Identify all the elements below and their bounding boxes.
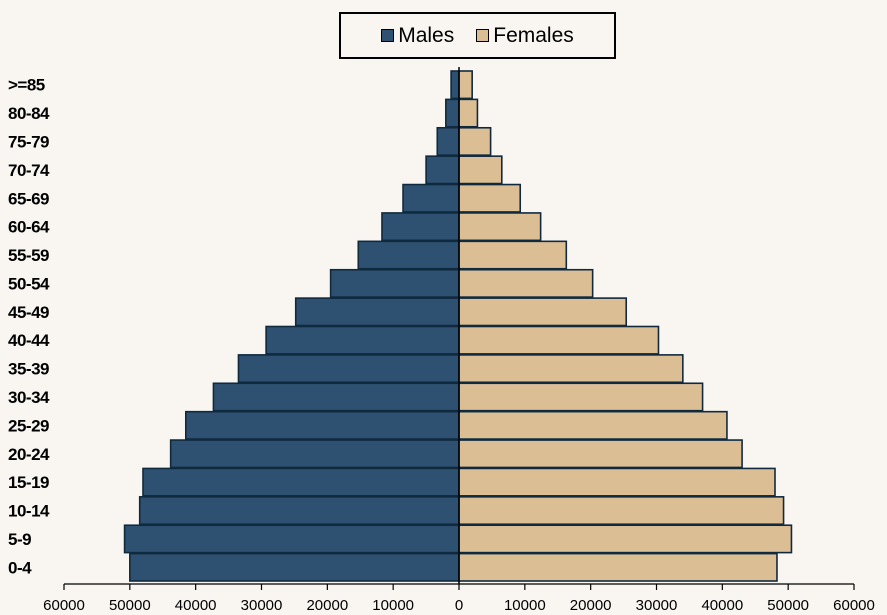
- x-ticks: 60000 50000 40000 30000 20000 10000 0 10000 2000…: [43, 584, 875, 614]
- x-tick-label: 60000: [833, 597, 875, 614]
- bar-females-20-24: [458, 439, 743, 469]
- category-label-35-39: 35-39: [8, 360, 49, 379]
- bar-females-5-9: [458, 524, 793, 554]
- bar-females-25-29: [458, 410, 728, 440]
- legend: Males Females: [339, 12, 616, 59]
- category-label-70-74: 70-74: [8, 161, 50, 180]
- bar-males-60-64: [381, 212, 460, 242]
- category-label-50-54: 50-54: [8, 274, 50, 293]
- bar-females-55-59: [458, 240, 568, 270]
- x-tick-label: 30000: [636, 597, 678, 614]
- bar-females-50-54: [458, 268, 594, 298]
- x-tick-label: 20000: [306, 597, 348, 614]
- category-label-10-14: 10-14: [8, 502, 50, 521]
- x-tick-label: 10000: [372, 597, 414, 614]
- x-tick-label: 40000: [701, 597, 743, 614]
- bar-females-15-19: [458, 467, 776, 497]
- category-label-75-79: 75-79: [8, 132, 49, 151]
- category-label-0-4: 0-4: [8, 558, 32, 577]
- legend-males-label: Males: [398, 23, 455, 47]
- category-label-20-24: 20-24: [8, 445, 50, 464]
- bar-males-40-44: [265, 325, 460, 355]
- bar-males-10-14: [138, 496, 460, 526]
- bar-females-30-34: [458, 382, 704, 412]
- category-label-40-44: 40-44: [8, 331, 50, 350]
- bar-females-80-84: [458, 98, 479, 128]
- x-tick-label: 50000: [767, 597, 809, 614]
- bar-females->=85: [458, 70, 473, 100]
- bar-males-25-29: [184, 410, 460, 440]
- category-label-80-84: 80-84: [8, 104, 50, 123]
- bar-females-60-64: [458, 212, 542, 242]
- x-tick-label: 0: [455, 597, 463, 614]
- category-label-45-49: 45-49: [8, 303, 49, 322]
- category-label-5-9: 5-9: [8, 530, 31, 549]
- bar-males->=85: [450, 70, 460, 100]
- category-label->=85: >=85: [8, 76, 45, 95]
- category-label-15-19: 15-19: [8, 473, 49, 492]
- bar-females-40-44: [458, 325, 660, 355]
- bar-females-35-39: [458, 354, 684, 384]
- bar-males-5-9: [123, 524, 460, 554]
- bar-males-65-69: [402, 183, 460, 213]
- bar-females-65-69: [458, 183, 522, 213]
- bar-males-50-54: [329, 268, 460, 298]
- males-swatch: [381, 29, 395, 42]
- bar-females-70-74: [458, 155, 503, 185]
- bar-males-80-84: [445, 98, 460, 128]
- bar-males-35-39: [237, 354, 460, 384]
- x-tick-label: 20000: [570, 597, 612, 614]
- legend-item-females[interactable]: Females: [476, 24, 574, 48]
- females-swatch: [476, 29, 490, 42]
- bar-males-45-49: [294, 297, 460, 327]
- category-label-25-29: 25-29: [8, 416, 49, 435]
- category-label-30-34: 30-34: [8, 388, 50, 407]
- category-labels: >=85 80-84 75-79 70-74 65-69 60-64 55-59 50-54 4…: [8, 76, 51, 578]
- x-tick-label: 40000: [175, 597, 217, 614]
- bar-females-10-14: [458, 496, 785, 526]
- bar-males-15-19: [142, 467, 460, 497]
- category-label-65-69: 65-69: [8, 189, 49, 208]
- bar-males-70-74: [425, 155, 460, 185]
- x-tick-label: 10000: [504, 597, 546, 614]
- bar-males-30-34: [212, 382, 460, 412]
- bars-group: [123, 70, 793, 582]
- x-tick-label: 60000: [43, 597, 85, 614]
- bar-females-75-79: [458, 126, 492, 156]
- category-label-60-64: 60-64: [8, 218, 50, 237]
- category-label-55-59: 55-59: [8, 246, 49, 265]
- legend-females-label: Females: [493, 23, 574, 47]
- bar-males-20-24: [169, 439, 460, 469]
- bar-females-0-4: [458, 552, 778, 582]
- x-tick-label: 30000: [241, 597, 283, 614]
- x-tick-label: 50000: [109, 597, 151, 614]
- bar-males-0-4: [129, 552, 460, 582]
- legend-item-males[interactable]: Males: [381, 24, 454, 48]
- bar-females-45-49: [458, 297, 628, 327]
- bar-males-55-59: [357, 240, 460, 270]
- bar-males-75-79: [436, 126, 460, 156]
